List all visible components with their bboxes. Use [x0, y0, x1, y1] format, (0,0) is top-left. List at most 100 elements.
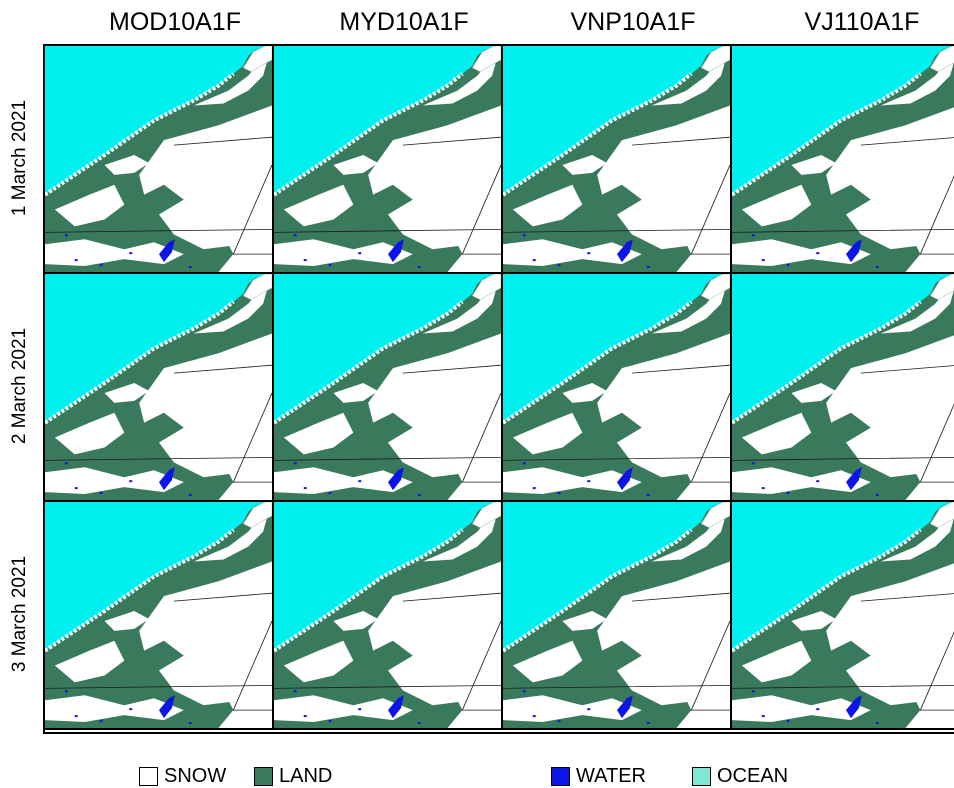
water-pixel [188, 494, 192, 497]
water-pixel [99, 264, 103, 267]
water-pixel [751, 690, 755, 693]
snow-area [503, 239, 642, 267]
map-panel-vnp10a1f-day1 [503, 46, 732, 274]
boundary-line [45, 364, 272, 483]
snow-peninsula [471, 46, 501, 73]
coastal-snow [732, 300, 922, 425]
legend-ocean-label: OCEAN [717, 765, 789, 787]
snow-area [826, 107, 954, 250]
map-panel-mod10a1f-day2 [45, 274, 274, 502]
snow-area [597, 333, 730, 478]
water-pixel [129, 252, 133, 255]
snow-peninsula [929, 502, 954, 529]
boundary-line [503, 364, 730, 483]
water-body [387, 239, 404, 263]
legend-land-swatch [254, 766, 273, 786]
column-header-mod10a1f: MOD10A1F [109, 8, 241, 36]
map-panel-mod10a1f-day3 [45, 502, 274, 730]
boundary-line [274, 364, 501, 483]
water-pixel [358, 480, 362, 483]
water-pixel [522, 462, 526, 465]
snow-area [274, 695, 413, 723]
snow-peninsula [700, 46, 730, 73]
snow-map [274, 502, 501, 728]
snow-area [826, 335, 954, 478]
snow-area [447, 219, 501, 272]
water-body [616, 239, 633, 263]
water-pixel [74, 715, 78, 718]
water-pixel [875, 266, 879, 269]
water-pixel [786, 720, 790, 723]
coastal-snow [732, 528, 922, 653]
water-pixel [761, 259, 765, 262]
map-panel-myd10a1f-day1 [274, 46, 503, 274]
snow-area [503, 467, 642, 495]
boundary-line [45, 592, 272, 711]
water-pixel [751, 462, 755, 465]
coastal-snow [732, 72, 922, 197]
snow-map [274, 46, 501, 272]
legend-snow-swatch [139, 766, 158, 786]
legend-snow: SNOW [139, 764, 226, 788]
water-pixel [188, 266, 192, 269]
water-pixel [303, 487, 307, 490]
snow-area [447, 447, 501, 500]
snow-map [274, 274, 501, 500]
row-label-day2-text: 2 March 2021 [9, 327, 30, 445]
snow-area [562, 383, 608, 403]
snow-map [503, 274, 730, 500]
snow-area [139, 561, 272, 706]
snow-area [333, 611, 379, 631]
snow-area [274, 239, 413, 267]
snow-area [139, 105, 272, 250]
water-pixel [358, 252, 362, 255]
snow-area [45, 467, 184, 495]
boundary-line [274, 136, 501, 255]
snow-area [447, 675, 501, 728]
snow-area [45, 239, 184, 267]
water-pixel [875, 722, 879, 725]
row-label-day3-text: 3 March 2021 [9, 555, 30, 673]
map-panel-vnp10a1f-day3 [503, 502, 732, 730]
snow-area [741, 184, 812, 227]
snow-area [676, 675, 730, 728]
water-pixel [786, 492, 790, 495]
snow-map [732, 502, 954, 728]
water-pixel [64, 462, 68, 465]
legend-land: LAND [254, 764, 332, 788]
snow-area [104, 611, 150, 631]
water-pixel [816, 480, 820, 483]
snow-map [732, 46, 954, 272]
legend-water-swatch [551, 766, 570, 786]
snow-map [732, 274, 954, 500]
snow-area [791, 155, 837, 175]
water-pixel [646, 494, 650, 497]
snow-map [45, 46, 272, 272]
coastal-snow [45, 528, 235, 653]
snow-area [597, 561, 730, 706]
snow-map [503, 502, 730, 728]
water-pixel [532, 715, 536, 718]
snow-map [45, 502, 272, 728]
boundary-line [45, 136, 272, 255]
row-label-day1-text: 1 March 2021 [9, 99, 30, 217]
legend-ocean-swatch [692, 766, 711, 786]
water-pixel [587, 480, 591, 483]
water-pixel [522, 234, 526, 237]
water-pixel [328, 264, 332, 267]
snow-area [283, 412, 354, 455]
map-panel-myd10a1f-day3 [274, 502, 503, 730]
coastal-snow [45, 72, 235, 197]
snow-area [283, 184, 354, 227]
snow-area [104, 155, 150, 175]
column-header-myd10a1f: MYD10A1F [339, 8, 469, 36]
water-pixel [328, 720, 332, 723]
snow-area [218, 675, 272, 728]
legend-water: WATER [551, 764, 646, 788]
snow-area [562, 611, 608, 631]
water-pixel [417, 266, 421, 269]
snow-area [274, 467, 413, 495]
snow-area [732, 467, 871, 495]
snow-area [104, 383, 150, 403]
water-body [387, 695, 404, 719]
